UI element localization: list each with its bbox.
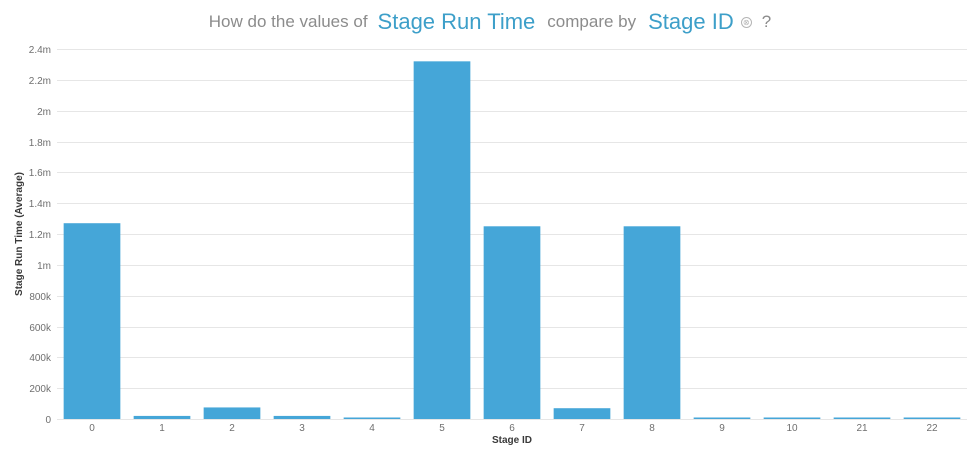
x-axis-ticks: 0 1 2 3 4 5 6 7 8 9 10 21 22 bbox=[89, 423, 938, 434]
x-tick-label: 1 bbox=[159, 423, 165, 434]
bar[interactable] bbox=[833, 417, 891, 420]
y-tick-label: 0 bbox=[45, 415, 51, 426]
y-tick-label: 2.4m bbox=[29, 45, 51, 56]
bar[interactable] bbox=[273, 415, 331, 419]
bar[interactable] bbox=[343, 417, 401, 420]
y-tick-label: 200k bbox=[29, 384, 52, 395]
bar[interactable] bbox=[693, 417, 751, 420]
bar[interactable] bbox=[203, 407, 261, 419]
x-tick-label: 21 bbox=[856, 423, 868, 434]
y-tick-label: 400k bbox=[29, 353, 52, 364]
x-tick-label: 4 bbox=[369, 423, 375, 434]
y-tick-label: 1.8m bbox=[29, 138, 51, 149]
x-tick-label: 9 bbox=[719, 423, 725, 434]
bars bbox=[63, 61, 961, 420]
question-prefix: How do the values of bbox=[208, 12, 368, 31]
bar[interactable] bbox=[903, 417, 961, 420]
x-tick-label: 6 bbox=[509, 423, 515, 434]
x-axis-title: Stage ID bbox=[492, 435, 532, 446]
clear-icon[interactable]: ⊗ bbox=[740, 16, 752, 28]
y-tick-label: 1m bbox=[37, 261, 51, 272]
question-middle: compare by bbox=[547, 12, 637, 31]
y-axis-title: Stage Run Time (Average) bbox=[14, 172, 25, 296]
bar[interactable] bbox=[763, 417, 821, 420]
x-tick-label: 7 bbox=[579, 423, 585, 434]
y-tick-label: 1.6m bbox=[29, 168, 51, 179]
bar[interactable] bbox=[63, 223, 121, 419]
bar[interactable] bbox=[413, 61, 471, 419]
bar[interactable] bbox=[483, 226, 541, 419]
x-tick-label: 8 bbox=[649, 423, 655, 434]
y-tick-label: 800k bbox=[29, 292, 52, 303]
x-tick-label: 5 bbox=[439, 423, 445, 434]
x-tick-label: 0 bbox=[89, 423, 95, 434]
bar[interactable] bbox=[553, 408, 611, 419]
y-tick-label: 2m bbox=[37, 107, 51, 118]
y-axis-ticks: 0 200k 400k 600k 800k 1m 1.2m 1.4m 1.6m 1.8m 2m 2.2… bbox=[29, 45, 52, 426]
bar[interactable] bbox=[623, 226, 681, 419]
x-tick-label: 3 bbox=[299, 423, 305, 434]
y-tick-label: 1.4m bbox=[29, 199, 51, 210]
y-tick-label: 1.2m bbox=[29, 230, 51, 241]
question-bar: How do the values of Stage Run Time comp… bbox=[0, 4, 980, 40]
y-tick-label: 2.2m bbox=[29, 76, 51, 87]
x-tick-label: 2 bbox=[229, 423, 235, 434]
x-tick-label: 22 bbox=[926, 423, 938, 434]
dimension-field: Stage ID ⊗ bbox=[646, 9, 752, 35]
y-tick-label: 600k bbox=[29, 323, 52, 334]
bar[interactable] bbox=[133, 415, 191, 419]
measure-field-selector[interactable]: Stage Run Time bbox=[377, 9, 536, 34]
question-suffix: ? bbox=[761, 12, 772, 31]
x-tick-label: 10 bbox=[786, 423, 798, 434]
dimension-field-selector[interactable]: Stage ID bbox=[648, 9, 734, 34]
